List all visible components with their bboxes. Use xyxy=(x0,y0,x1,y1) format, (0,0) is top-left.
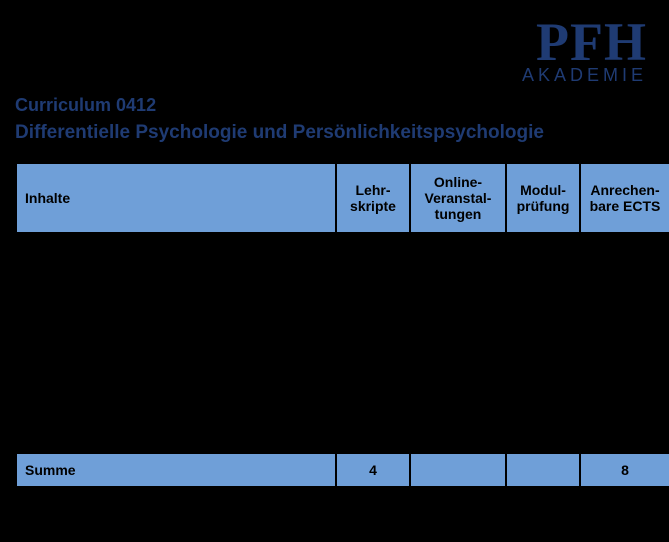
col-ects: Anrechen-bare ECTS xyxy=(580,163,669,233)
sum-label: Summe xyxy=(16,453,336,487)
table-body: Summe 4 8 xyxy=(16,233,669,487)
table-sum-row: Summe 4 8 xyxy=(16,453,669,487)
table-header-row: Inhalte Lehr-skripte Online-Veranstal-tu… xyxy=(16,163,669,233)
sum-ects: 8 xyxy=(580,453,669,487)
curriculum-code: 0412 xyxy=(116,95,156,115)
col-online: Online-Veranstal-tungen xyxy=(410,163,506,233)
cell-ects xyxy=(580,233,669,453)
sum-pruefung xyxy=(506,453,580,487)
table-head: Inhalte Lehr-skripte Online-Veranstal-tu… xyxy=(16,163,669,233)
col-pruefung: Modul-prüfung xyxy=(506,163,580,233)
logo-block: PFH AKADEMIE xyxy=(522,18,647,86)
curriculum-label: Curriculum xyxy=(15,95,111,115)
sum-lehrskripte: 4 xyxy=(336,453,410,487)
curriculum-table: Inhalte Lehr-skripte Online-Veranstal-tu… xyxy=(15,162,669,488)
cell-inhalte xyxy=(16,233,336,453)
col-inhalte: Inhalte xyxy=(16,163,336,233)
cell-pruefung xyxy=(506,233,580,453)
subtitle: Differentielle Psychologie und Persönlic… xyxy=(15,122,654,144)
logo-main-text: PFH xyxy=(522,18,647,67)
cell-online xyxy=(410,233,506,453)
table-row xyxy=(16,233,669,453)
sum-online xyxy=(410,453,506,487)
col-lehrskripte: Lehr-skripte xyxy=(336,163,410,233)
cell-lehrskripte xyxy=(336,233,410,453)
curriculum-line: Curriculum 0412 xyxy=(15,95,654,116)
title-block: Curriculum 0412 Differentielle Psycholog… xyxy=(15,95,654,144)
page: PFH AKADEMIE Curriculum 0412 Differentie… xyxy=(0,0,669,542)
logo-sub-text: AKADEMIE xyxy=(522,65,647,86)
